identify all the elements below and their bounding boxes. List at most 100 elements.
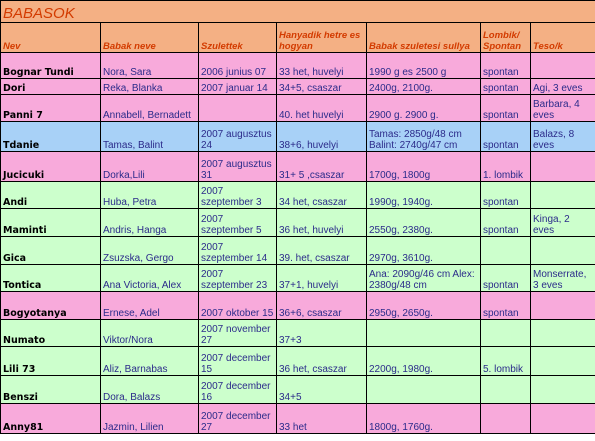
cell-weight: 1800g, 1760g. — [366, 403, 481, 434]
cell-born: 2007 oktober 15 — [198, 291, 277, 320]
cell-method: spontan — [480, 52, 531, 79]
table-row: Bogyotanya Ernese, Adel 2007 oktober 15 36+… — [0, 291, 595, 320]
cell-born: 2007 szeptember 3 — [198, 181, 277, 209]
cell-method: 5. lombik — [480, 346, 531, 376]
cell-method — [480, 375, 531, 404]
cell-babies: Dorka,Lili — [100, 151, 199, 182]
header-name: Nev — [0, 22, 101, 53]
cell-method: spontan — [480, 264, 531, 292]
cell-babies: Jazmin, Lilien — [100, 403, 199, 434]
cell-name: Jucicuki — [0, 151, 101, 182]
table-row: Gica Zsuzska, Gergo 2007 szeptember 14 39. … — [0, 236, 595, 265]
cell-babies: Zsuzska, Gergo — [100, 236, 199, 265]
table-row: Anny81 Jazmin, Lilien 2007 december 27 33 h… — [0, 403, 595, 434]
cell-name: Anny81 — [0, 403, 101, 434]
cell-week: 37+3 — [276, 319, 367, 347]
header-week: Hanyadik hetre es hogyan — [276, 22, 367, 53]
header-born: Szulettek — [198, 22, 277, 53]
table-row: Panni 7 Annabell, Bernadett 40. het huvely… — [0, 94, 595, 122]
table-row: Lili 73 Aliz, Barnabas 2007 december 15 36 … — [0, 346, 595, 376]
cell-method — [480, 403, 531, 434]
cell-week: 36 het, csaszar — [276, 346, 367, 376]
cell-method: spontan — [480, 94, 531, 122]
cell-siblings: Kinga, 2 eves — [529, 208, 595, 237]
cell-born: 2007 szeptember 5 — [198, 208, 277, 237]
cell-weight: 2950g, 2650g. — [366, 291, 481, 320]
cell-babies: Andris, Hanga — [100, 208, 199, 237]
cell-week: 39. het, csaszar — [276, 236, 367, 265]
cell-born: 2007 szeptember 14 — [198, 236, 277, 265]
cell-siblings — [529, 319, 595, 347]
cell-week: 34+5 — [276, 375, 367, 404]
cell-name: Bognar Tundi — [0, 52, 101, 79]
cell-babies: Tamas, Balint — [100, 121, 199, 152]
cell-method: spontan — [480, 291, 531, 320]
cell-method: spontan — [480, 208, 531, 237]
cell-babies: Huba, Petra — [100, 181, 199, 209]
cell-babies: Dora, Balazs — [100, 375, 199, 404]
cell-babies: Viktor/Nora — [100, 319, 199, 347]
cell-babies: Aliz, Barnabas — [100, 346, 199, 376]
cell-siblings — [529, 52, 595, 79]
cell-name: Bogyotanya — [0, 291, 101, 320]
cell-week: 31+ 5 ,csaszar — [276, 151, 367, 182]
cell-method — [480, 319, 531, 347]
cell-weight: 1990 g es 2500 g — [366, 52, 481, 79]
cell-siblings — [529, 346, 595, 376]
cell-name: Tdanie — [0, 121, 101, 152]
header-row: Nev Babak neve Szulettek Hanyadik hetre es … — [0, 22, 595, 53]
cell-weight — [366, 375, 481, 404]
cell-name: Benszi — [0, 375, 101, 404]
cell-week: 34+5, csaszar — [276, 78, 367, 95]
cell-babies: Ernese, Adel — [100, 291, 199, 320]
cell-name: Panni 7 — [0, 94, 101, 122]
table-row: Benszi Dora, Balazs 2007 december 16 34+5 — [0, 375, 595, 404]
table-row: Numato Viktor/Nora 2007 november 27 37+3 — [0, 319, 595, 347]
cell-siblings: Balazs, 8 eves — [529, 121, 595, 152]
cell-weight: 2900 g. 2900 g. — [366, 94, 481, 122]
cell-born — [198, 94, 277, 122]
cell-week: 38+6, huvelyi — [276, 121, 367, 152]
cell-born: 2007 november 27 — [198, 319, 277, 347]
cell-weight: 2200g, 1980g. — [366, 346, 481, 376]
table-row: Jucicuki Dorka,Lili 2007 augusztus 31 31+ 5… — [0, 151, 595, 182]
cell-name: Gica — [0, 236, 101, 265]
cell-born: 2007 december 27 — [198, 403, 277, 434]
header-weight: Babak szuletesi sullya — [366, 22, 481, 53]
cell-siblings: Barbara, 4 eves — [529, 94, 595, 122]
cell-born: 2007 januar 14 — [198, 78, 277, 95]
cell-weight: 2550g, 2380g. — [366, 208, 481, 237]
cell-name: Numato — [0, 319, 101, 347]
header-siblings: Teso/k — [529, 22, 595, 53]
cell-method: spontan — [480, 181, 531, 209]
cell-born: 2007 december 15 — [198, 346, 277, 376]
sheet-title: BABASOK — [0, 0, 595, 23]
cell-weight: Ana: 2090g/46 cm Alex: 2380g/48 cm — [366, 264, 481, 292]
cell-weight: Tamas: 2850g/48 cm Balint: 2740g/47 cm — [366, 121, 481, 152]
table-row: Tontica Ana Victoria, Alex 2007 szeptember… — [0, 264, 595, 292]
cell-born: 2007 augusztus 24 — [198, 121, 277, 152]
header-method: Lombik/ Spontan — [480, 22, 531, 53]
cell-babies: Nora, Sara — [100, 52, 199, 79]
table-row: Andi Huba, Petra 2007 szeptember 3 34 het, … — [0, 181, 595, 209]
cell-week: 40. het huvelyi — [276, 94, 367, 122]
cell-born: 2007 szeptember 23 — [198, 264, 277, 292]
cell-born: 2007 augusztus 31 — [198, 151, 277, 182]
cell-week: 33 het — [276, 403, 367, 434]
cell-method — [480, 236, 531, 265]
cell-name: Maminti — [0, 208, 101, 237]
cell-week: 37+1, huvelyi — [276, 264, 367, 292]
table-row: Maminti Andris, Hanga 2007 szeptember 5 36 … — [0, 208, 595, 237]
cell-weight: 1990g, 1940g. — [366, 181, 481, 209]
table-row: Bognar Tundi Nora, Sara 2006 junius 07 33 h… — [0, 52, 595, 79]
cell-name: Tontica — [0, 264, 101, 292]
title-row: BABASOK — [0, 0, 595, 23]
cell-born: 2006 junius 07 — [198, 52, 277, 79]
cell-name: Dori — [0, 78, 101, 95]
cell-week: 34 het, csaszar — [276, 181, 367, 209]
cell-born: 2007 december 16 — [198, 375, 277, 404]
cell-siblings — [529, 291, 595, 320]
cell-week: 33 het, huvelyi — [276, 52, 367, 79]
cell-babies: Annabell, Bernadett — [100, 94, 199, 122]
